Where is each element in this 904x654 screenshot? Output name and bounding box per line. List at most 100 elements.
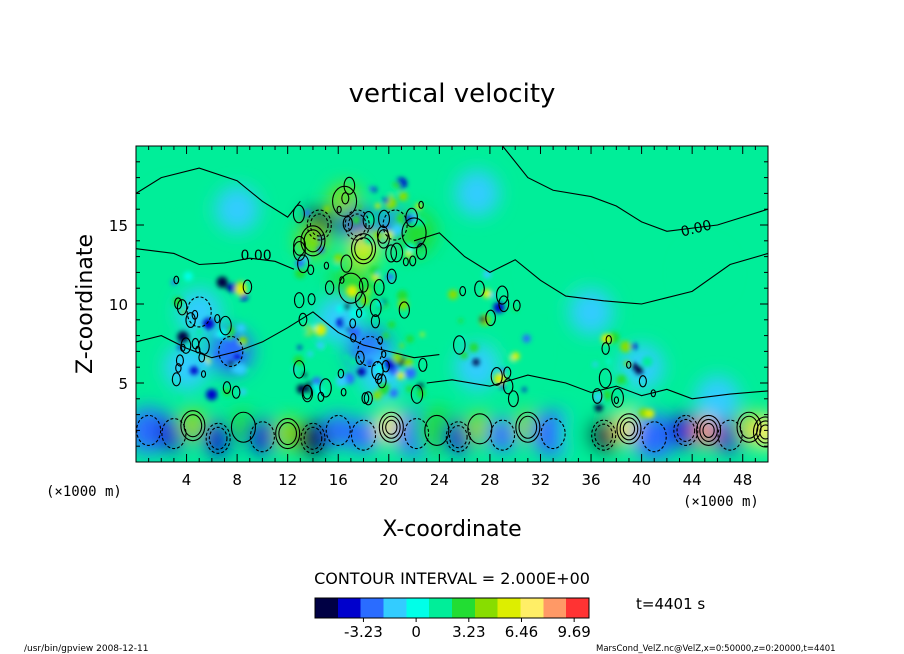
contour-ring — [354, 237, 373, 261]
speckle-cell — [387, 195, 394, 201]
speckle-cell — [297, 345, 302, 350]
speckle-cell — [235, 284, 247, 296]
speckle-cell — [479, 316, 486, 323]
contour-ring — [696, 414, 722, 446]
speckle-cell — [601, 390, 612, 401]
x-tick-label: 4 — [182, 471, 192, 489]
speckle-cell — [307, 351, 313, 357]
contour-ring — [377, 336, 384, 345]
colorbar-tick-label: 6.46 — [505, 623, 538, 641]
speckle-cell — [239, 388, 247, 396]
y-tick-label: 15 — [109, 217, 128, 235]
contour-ring — [292, 241, 306, 262]
y-tick-label: 10 — [109, 296, 128, 314]
contour-ring — [200, 370, 207, 378]
speckle-cell — [216, 276, 228, 288]
speckle-cell — [634, 366, 644, 375]
contour-ring — [605, 335, 612, 345]
speckle-cell — [235, 363, 247, 375]
contour-ring — [362, 210, 375, 230]
speckle-cell — [365, 290, 371, 295]
contour-lines — [136, 146, 768, 454]
contour-ring — [350, 333, 357, 343]
speckle-cell — [420, 332, 425, 337]
speckle-cell — [346, 327, 351, 332]
speckle-cell — [357, 369, 362, 375]
field-cell — [164, 344, 209, 391]
speckle-cell — [403, 245, 410, 252]
field-cell — [749, 415, 768, 449]
speckle-cell — [372, 390, 382, 400]
contour-ring — [214, 313, 221, 324]
contour-ring — [293, 292, 305, 309]
contour-ring — [382, 209, 408, 241]
speckle-cell — [228, 360, 235, 367]
chart-title: vertical velocity — [349, 79, 556, 109]
speckle-cell — [422, 349, 430, 358]
speckle-cell — [416, 388, 426, 398]
zero-contour — [136, 248, 295, 270]
contour-ring — [175, 354, 184, 367]
contour-ring — [219, 315, 232, 336]
contour-ring — [355, 308, 363, 318]
x-tick-label: 20 — [379, 471, 398, 489]
field-cell — [493, 328, 538, 375]
speckle-cell — [343, 303, 350, 310]
contour-ring — [300, 422, 326, 454]
speckle-cell — [420, 300, 432, 311]
contour-ring — [613, 396, 620, 405]
contour-ring — [752, 416, 768, 448]
speckle-cell — [200, 359, 209, 367]
field-cell — [151, 186, 196, 233]
speckle-cell — [369, 186, 374, 191]
colorbar-tick-label: 3.23 — [452, 623, 485, 641]
speckle-cell — [301, 327, 309, 335]
contour-ring — [340, 387, 347, 397]
contour-ring — [349, 318, 357, 329]
contour-ring — [381, 350, 387, 359]
contour-ring — [176, 299, 188, 316]
field-cell — [215, 186, 260, 233]
contour-ring — [390, 242, 404, 263]
contour-ring — [350, 233, 377, 265]
contour-ring — [293, 235, 306, 256]
speckle-cell — [594, 403, 603, 412]
field-cell — [669, 413, 702, 448]
x-tick-label: 12 — [278, 471, 297, 489]
contour-ring — [303, 426, 323, 450]
speckle-cell — [388, 186, 398, 196]
contour-ring — [611, 388, 624, 408]
speckle-cell — [522, 334, 531, 343]
contour-ring — [409, 255, 417, 267]
contour-ring — [415, 242, 427, 260]
contour-ring — [616, 413, 642, 445]
speckle-cell — [607, 331, 620, 344]
speckle-cell — [343, 354, 350, 361]
contour-ring — [173, 275, 180, 285]
speckle-cell — [367, 360, 373, 366]
contour-ring — [402, 257, 409, 267]
contour-ring — [292, 204, 305, 224]
field-cell — [682, 249, 727, 296]
speckle-cell — [316, 341, 325, 349]
field-cell — [695, 375, 740, 422]
speckle-cell — [458, 318, 464, 324]
contour-ring — [230, 411, 256, 443]
contour-ring — [638, 375, 647, 388]
x-tick-label: 36 — [581, 471, 600, 489]
contour-ring — [205, 422, 231, 454]
speckle-cell — [472, 358, 480, 366]
speckle-cell — [311, 383, 319, 391]
field-cell — [296, 224, 329, 258]
contour-ring — [601, 342, 610, 355]
field-cell — [569, 288, 614, 335]
speckle-cell — [381, 307, 393, 319]
speckle-cell — [378, 382, 391, 395]
contour-ring — [350, 419, 377, 451]
contour-ring — [191, 337, 200, 350]
contour-ring — [324, 280, 335, 295]
contour-ring — [490, 367, 503, 386]
y-axis-label: Z-coordinate — [73, 234, 98, 374]
contour-ring — [381, 359, 390, 373]
